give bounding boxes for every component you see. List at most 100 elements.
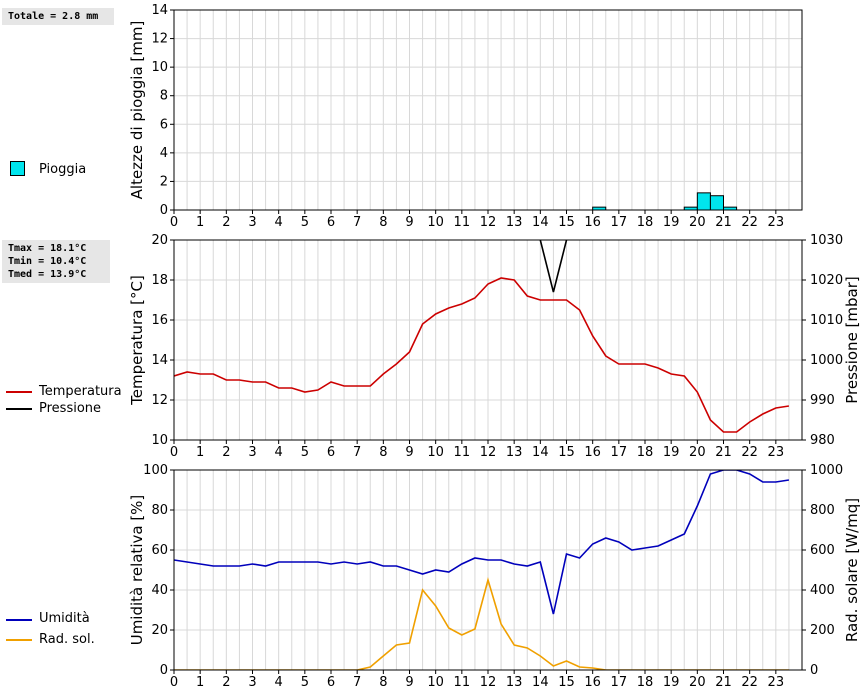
x-tick-label: 21: [715, 675, 732, 690]
x-tick-label: 2: [222, 215, 230, 230]
x-tick-label: 14: [532, 445, 549, 460]
radiation-line: [174, 577, 789, 670]
y2-tick-label: 800: [810, 503, 835, 518]
x-tick-label: 17: [611, 215, 628, 230]
x-tick-label: 9: [405, 445, 413, 460]
humidity-legend-swatch: [6, 619, 32, 621]
y2-tick-label: 1020: [810, 273, 843, 288]
x-tick-label: 5: [301, 445, 309, 460]
x-tick-label: 21: [715, 215, 732, 230]
x-tick-label: 19: [663, 215, 680, 230]
x-tick-label: 19: [663, 445, 680, 460]
x-tick-label: 10: [427, 675, 444, 690]
x-tick-label: 4: [275, 215, 283, 230]
tmin-text: Tmin = 10.4°C: [8, 256, 87, 267]
x-tick-label: 13: [506, 445, 523, 460]
y2-tick-label: 200: [810, 623, 835, 638]
x-tick-label: 3: [248, 675, 256, 690]
temperature-legend-swatch: [6, 391, 32, 393]
y-tick-label: 20: [151, 233, 168, 248]
rain-total-box: Totale = 2.8 mm: [2, 8, 114, 25]
x-tick-label: 6: [327, 215, 335, 230]
x-tick-label: 20: [689, 215, 706, 230]
y-tick-label: 60: [151, 543, 168, 558]
x-tick-label: 3: [248, 445, 256, 460]
x-tick-label: 6: [327, 675, 335, 690]
rain-total-text: Totale = 2.8 mm: [8, 11, 99, 22]
x-tick-label: 17: [611, 445, 628, 460]
x-tick-label: 0: [170, 215, 178, 230]
y-tick-label: 14: [151, 3, 168, 18]
x-tick-label: 2: [222, 675, 230, 690]
x-tick-label: 12: [480, 675, 497, 690]
y2-tick-label: 1010: [810, 313, 843, 328]
x-tick-label: 1: [196, 215, 204, 230]
x-tick-label: 21: [715, 445, 732, 460]
x-tick-label: 8: [379, 675, 387, 690]
x-tick-label: 11: [454, 675, 471, 690]
x-tick-label: 17: [611, 675, 628, 690]
x-tick-label: 22: [741, 445, 758, 460]
x-tick-label: 1: [196, 675, 204, 690]
pressure-legend-swatch: [6, 408, 32, 410]
tmax-text: Tmax = 18.1°C: [8, 243, 87, 254]
temperature-line: [174, 277, 790, 433]
x-tick-label: 13: [506, 215, 523, 230]
y2-axis-label: Rad. solare [W/mq]: [843, 498, 860, 642]
y2-tick-label: 990: [810, 393, 835, 408]
temperature-stats-box: Tmax = 18.1°C Tmin = 10.4°C Tmed = 13.9°…: [2, 240, 110, 283]
x-tick-label: 14: [532, 215, 549, 230]
x-tick-label: 9: [405, 675, 413, 690]
x-tick-label: 6: [327, 445, 335, 460]
x-tick-label: 23: [768, 215, 785, 230]
y2-tick-label: 600: [810, 543, 835, 558]
x-tick-label: 18: [637, 675, 654, 690]
y-tick-label: 40: [151, 583, 168, 598]
y-tick-label: 10: [151, 60, 168, 75]
x-tick-label: 7: [353, 445, 361, 460]
x-tick-label: 10: [427, 445, 444, 460]
x-tick-label: 22: [741, 675, 758, 690]
x-tick-label: 8: [379, 215, 387, 230]
x-tick-label: 5: [301, 215, 309, 230]
x-tick-label: 22: [741, 215, 758, 230]
y-axis-label: Temperatura [°C]: [128, 275, 146, 406]
x-tick-label: 0: [170, 675, 178, 690]
y2-tick-label: 980: [810, 433, 835, 448]
x-tick-label: 7: [353, 675, 361, 690]
x-tick-label: 23: [768, 445, 785, 460]
y-tick-label: 20: [151, 623, 168, 638]
x-tick-label: 15: [558, 445, 575, 460]
plot-frame: [173, 469, 803, 671]
x-tick-label: 18: [637, 215, 654, 230]
y-tick-label: 12: [151, 32, 168, 47]
y-tick-label: 100: [143, 463, 168, 478]
x-tick-label: 12: [480, 215, 497, 230]
x-tick-label: 19: [663, 675, 680, 690]
y2-tick-label: 1030: [810, 233, 843, 248]
y-axis-label: Umidità relativa [%]: [128, 495, 146, 646]
x-tick-label: 20: [689, 445, 706, 460]
x-tick-label: 16: [584, 445, 601, 460]
x-tick-label: 10: [427, 215, 444, 230]
tmed-text: Tmed = 13.9°C: [8, 269, 87, 280]
y-tick-label: 0: [160, 203, 168, 218]
y-tick-label: 4: [160, 146, 168, 161]
y-tick-label: 80: [151, 503, 168, 518]
x-tick-label: 9: [405, 215, 413, 230]
y2-tick-label: 0: [810, 663, 818, 678]
x-tick-label: 11: [454, 215, 471, 230]
radiation-legend-label: Rad. sol.: [39, 632, 95, 647]
y-tick-label: 12: [151, 393, 168, 408]
x-tick-label: 16: [584, 675, 601, 690]
x-tick-label: 14: [532, 675, 549, 690]
plot-frame: [173, 239, 803, 441]
pressure-legend-label: Pressione: [39, 401, 102, 416]
y-tick-label: 14: [151, 353, 168, 368]
x-tick-label: 11: [454, 445, 471, 460]
radiation-legend-swatch: [6, 639, 32, 641]
pressure-line: [539, 240, 568, 293]
